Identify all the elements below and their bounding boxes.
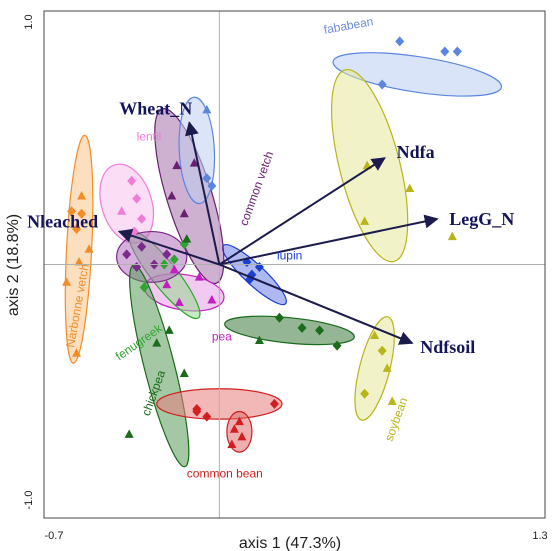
vector-label-ndfsoil: Ndfsoil: [420, 337, 475, 357]
ellipse-green-dark: [224, 315, 355, 346]
point-soybean-4: [370, 330, 380, 339]
point-blue-top-2: [207, 180, 217, 191]
point-common-bean2-1: [229, 424, 239, 433]
ellipse-chickpea: [129, 264, 190, 468]
point-common-bean-3: [192, 403, 202, 414]
point-blue-top-0: [202, 104, 212, 114]
point-common-vetch-2: [167, 191, 177, 200]
point-soybean-2: [447, 231, 457, 241]
point-green-dark-1: [297, 322, 307, 333]
y-tick-min: -1.0: [23, 491, 35, 510]
vector-label-nleached: Nleached: [27, 212, 98, 232]
point-common-bean2-2: [237, 431, 247, 441]
point-narbonne-vetch-4: [74, 256, 84, 266]
point-purple-cluster-0: [122, 249, 132, 260]
point-lentil-2: [137, 213, 147, 224]
y-tick-max: 1.0: [23, 14, 35, 29]
point-chickpea-2: [124, 429, 134, 438]
point-pea-0: [162, 279, 172, 289]
point-narbonne-vetch-7: [77, 191, 87, 200]
vector-legg_n: [219, 214, 439, 266]
point-soybean-1: [405, 183, 415, 192]
point-green-dark-4: [332, 340, 342, 351]
point-common-vetch-0: [172, 160, 182, 170]
point-narbonne-vetch-5: [62, 277, 72, 286]
y-axis-title: axis 2 (18.8%): [5, 214, 22, 316]
vector-ndfa: [218, 157, 386, 266]
point-common-vetch-3: [179, 208, 189, 218]
point-green-dark-0: [274, 312, 284, 323]
x-tick-min: -0.7: [45, 530, 64, 542]
vector-nleached: [117, 228, 220, 266]
point-chickpea-0: [164, 325, 174, 334]
vector-ndfsoil: [218, 263, 414, 345]
label-fababean: fababean: [323, 14, 375, 36]
point-fababean-2: [452, 46, 462, 57]
point-fababean-3: [377, 79, 387, 90]
point-narbonne-vetch-1: [72, 224, 82, 235]
label-lupin: lupin: [277, 248, 302, 262]
point-chickpea-1: [152, 338, 162, 347]
point-fababean-0: [395, 36, 405, 47]
vector-wheat_n: [185, 121, 221, 265]
point-narbonne-vetch-2: [77, 208, 87, 219]
point-green-dark-3: [254, 335, 264, 345]
point-chickpea-3: [179, 368, 189, 378]
label-common-bean: common bean: [187, 466, 263, 480]
point-common-bean2-0: [234, 416, 244, 426]
point-green-dark-2: [315, 325, 325, 336]
ellipse-fababean: [332, 52, 503, 97]
point-common-vetch-1: [189, 158, 199, 167]
point-soybean2-1: [382, 363, 392, 372]
point-blue-top-1: [202, 173, 212, 184]
point-fenugreek-1: [169, 254, 179, 265]
point-fababean-1: [440, 46, 450, 57]
point-soybean2-3: [387, 396, 397, 405]
label-lentil: lentil: [137, 129, 162, 143]
point-soybean2-0: [377, 345, 387, 356]
point-soybean-3: [360, 216, 370, 225]
point-purple-cluster-4: [162, 249, 172, 260]
point-lentil-1: [132, 193, 142, 204]
loading-vectors: Wheat_N Nleached Ndfa LegG_N Ndfsoil: [27, 99, 514, 358]
x-axis-title: axis 1 (47.3%): [239, 535, 341, 551]
x-tick-max: 1.3: [532, 530, 547, 542]
point-pea-4: [169, 264, 179, 274]
point-pea-3: [207, 294, 217, 304]
point-narbonne-vetch-0: [67, 206, 77, 217]
point-common-bean2-3: [227, 439, 237, 448]
point-narbonne-vetch-3: [84, 244, 94, 253]
point-soybean2-2: [360, 388, 370, 399]
label-pea: pea: [212, 330, 232, 344]
label-common-vetch: common vetch: [237, 149, 277, 227]
point-pea-1: [174, 297, 184, 307]
point-fenugreek-2: [139, 282, 149, 293]
point-common-bean-2: [269, 398, 279, 409]
vector-label-legg_n: LegG_N: [449, 209, 514, 229]
plot-frame: [43, 10, 546, 519]
point-lentil-3: [117, 206, 127, 215]
vector-label-wheat_n: Wheat_N: [119, 99, 192, 119]
point-pea-2: [194, 272, 204, 281]
point-narbonne-vetch-6: [72, 348, 82, 357]
vector-label-ndfa: Ndfa: [397, 142, 435, 162]
label-soybean: soybean: [382, 396, 411, 443]
point-chickpea-4: [182, 234, 192, 243]
point-lentil-0: [127, 175, 137, 186]
point-common-bean-1: [202, 411, 212, 422]
point-purple-cluster-1: [137, 241, 147, 252]
group-points: [62, 36, 462, 448]
